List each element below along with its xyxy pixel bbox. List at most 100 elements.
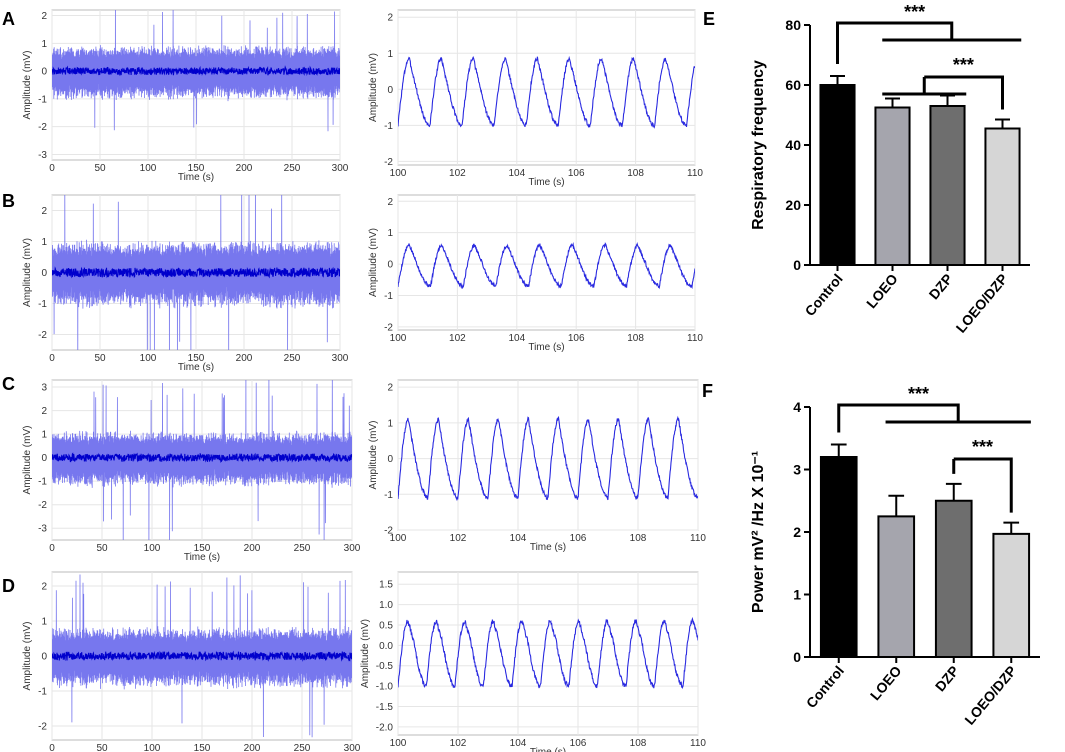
y-tick-label: -1 [384,490,393,501]
x-axis-label: Time (s) [178,362,214,373]
y-tick-label: 0 [41,453,47,464]
significance-label: *** [972,437,993,457]
x-tick-label: 100 [144,543,161,554]
trace-panel-d-zoom: 100 102 104 106 108 110 -2.0 -1.5 -1.0 -0.5 0.0 0.5… [360,571,706,752]
x-tick-label: 100 [140,163,157,174]
y-axis-label: Amplitude (mV) [368,53,379,122]
x-tick-label: 50 [96,743,108,752]
plot-area [397,9,696,166]
bar-loeo-dzp [992,532,1031,658]
bar-control [819,84,856,266]
y-tick-label: 2 [793,524,801,540]
x-tick-label: 104 [508,333,525,344]
x-tick-label: 100 [390,533,407,544]
x-tick-label: 102 [450,738,467,749]
x-tick-label: 110 [690,738,706,749]
x-axis-label: Time (s) [178,172,214,183]
x-tick-label: 100 [390,738,407,749]
category-label: Control [802,271,846,319]
y-axis-label: Amplitude (mV) [360,619,371,688]
y-tick-label: -3 [38,524,47,535]
bar-loeo [874,106,911,266]
y-tick-label: 0 [387,85,393,96]
y-tick-label: 1 [41,39,47,50]
y-tick-label: -2 [38,722,47,733]
y-tick-label: -2.0 [376,722,394,733]
x-tick-label: 108 [627,168,644,179]
panel-label-d: D [2,576,15,596]
y-tick-label: -1 [38,299,47,310]
y-axis-label: Amplitude (mV) [368,228,379,297]
y-tick-label: 0 [387,260,393,271]
y-axis-label: Amplitude (mV) [22,622,33,691]
bar-control [819,456,858,658]
x-tick-label: 100 [140,353,157,364]
trace-panel-a-zoom: 100 102 104 106 108 110 -2 -1 0 1 2 Time (s) Amplitu… [368,9,703,188]
panel-label-b: B [2,191,15,211]
y-tick-label: 1 [41,617,47,628]
y-tick-label: -1.0 [376,682,394,693]
x-axis-label: Time (s) [184,552,220,563]
y-tick-label: -3 [38,150,47,161]
y-axis-label: Power mV² /Hz X 10⁻¹ [750,451,767,613]
x-axis-label: Time (s) [528,342,564,353]
trace-panel-b-zoom: 100 102 104 106 108 110 -2 -1 0 1 2 Time (s) Amplitu… [368,194,703,353]
y-tick-label: 2 [387,13,393,24]
x-tick-label: 50 [94,353,106,364]
x-tick-label: 100 [144,743,161,752]
x-tick-label: 104 [510,533,527,544]
signal-trace [52,195,340,350]
y-tick-label: 0 [793,257,801,273]
category-label: DZP [926,271,956,303]
x-axis-label: Time (s) [530,747,566,752]
x-tick-label: 102 [450,533,467,544]
y-tick-label: 1 [41,237,47,248]
y-tick-label: -1.5 [376,702,394,713]
x-tick-label: 150 [194,543,211,554]
x-tick-label: 250 [294,743,311,752]
bar-panel-f: 0 1 2 3 4 Power mV² /Hz X 10⁻¹ Control LOEO DZP L… [750,384,1040,728]
y-tick-label: 3 [41,383,47,394]
y-tick-label: 20 [785,197,801,213]
y-tick-label: 0 [41,67,47,78]
signal-trace-core [52,452,352,464]
y-tick-label: 1 [387,49,393,60]
significance-label: *** [953,55,974,75]
x-tick-label: 0 [49,163,55,174]
x-tick-label: 50 [94,163,106,174]
signal-trace-core [52,650,352,662]
y-tick-label: 1 [387,228,393,239]
y-axis-label: Amplitude (mV) [22,238,33,307]
y-tick-label: -1 [38,477,47,488]
x-tick-label: 250 [284,163,301,174]
x-tick-label: 200 [244,543,261,554]
significance-label: *** [904,2,925,22]
x-tick-label: 150 [188,163,205,174]
panel-label-f: F [702,381,713,401]
y-axis-label: Amplitude (mV) [22,51,33,120]
x-tick-label: 100 [390,333,407,344]
y-tick-label: 4 [793,399,801,415]
y-tick-label: 0 [41,268,47,279]
trace-panel-b-full: 0 50 100 150 200 250 300 -2 -1 0 1 2 Time (s) Amplitu… [22,194,349,373]
x-tick-label: 0 [49,743,55,752]
category-label: Control [803,663,847,711]
significance-bracket [924,75,1004,110]
trace-panel-a-full: 0 50 100 150 200 250 300 -3 -2 -1 0 1 2 Time (s) Ampli… [22,9,349,183]
y-tick-label: 0 [387,454,393,465]
x-tick-label: 300 [332,163,349,174]
x-tick-label: 106 [570,738,587,749]
x-tick-label: 300 [344,543,361,554]
y-tick-label: 80 [785,17,801,33]
y-tick-label: 2 [387,383,393,394]
y-tick-label: 1 [41,430,47,441]
y-tick-label: -0.5 [376,661,394,672]
y-tick-label: 1 [793,587,801,603]
y-tick-label: 0 [41,652,47,663]
x-tick-label: 150 [194,743,211,752]
y-tick-label: 2 [41,406,47,417]
bar-loeo-dzp [984,127,1021,266]
x-tick-label: 200 [244,743,261,752]
x-tick-label: 0 [49,353,55,364]
